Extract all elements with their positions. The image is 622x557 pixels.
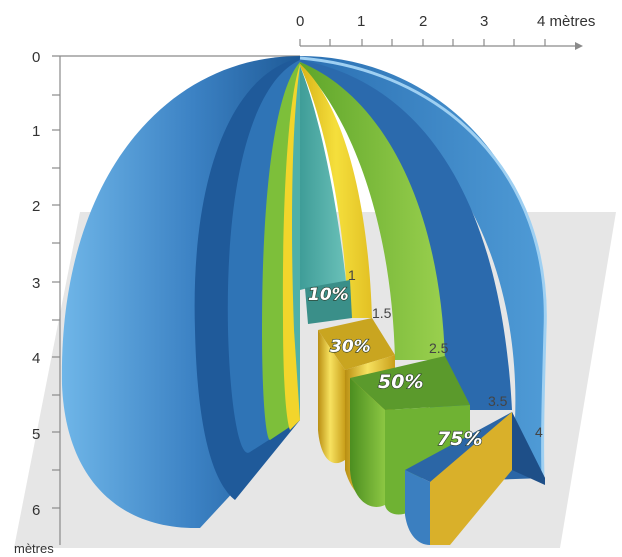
step-10pct-top (305, 280, 352, 324)
percent-label: 75% (437, 428, 482, 450)
step-50pct-top (350, 356, 470, 410)
x-tick-label: 0 (296, 13, 304, 30)
green-band-right (300, 62, 445, 360)
blue-front (430, 412, 512, 545)
step-30pct-front (318, 330, 345, 464)
yellow-band-right (300, 64, 372, 318)
x-tick-label: 1 (357, 13, 365, 30)
x-axis (299, 39, 583, 50)
x-tick-label: 4 mètres (537, 13, 595, 30)
blue-band-right (300, 60, 512, 410)
blue-column (405, 470, 430, 545)
y-tick-label: 0 (32, 49, 40, 66)
y-axis-unit: mètres (14, 541, 54, 556)
y-tick-label: 3 (32, 275, 40, 292)
depth-marker: 1.5 (372, 305, 392, 321)
depth-marker: 4 (535, 424, 543, 440)
x-tick-label: 2 (419, 13, 427, 30)
y-tick-label: 5 (32, 426, 40, 443)
teal-core (300, 66, 348, 318)
depth-marker: 3.5 (488, 393, 508, 409)
y-tick-label: 6 (32, 502, 40, 519)
shell-edge-right (299, 56, 547, 479)
outer-shell-right (300, 56, 546, 478)
percent-label: 50% (378, 371, 423, 393)
y-axis (52, 55, 300, 545)
depth-marker: 2.5 (429, 340, 449, 356)
y-tick-label: 2 (32, 198, 40, 215)
step-30pct-top (318, 318, 395, 370)
y-tick-label: 1 (32, 123, 40, 140)
percent-label: 30% (330, 337, 371, 357)
green-column (350, 378, 385, 507)
teal-core-left (292, 66, 300, 420)
y-tick-label: 4 (32, 350, 40, 367)
x-tick-label: 3 (480, 13, 488, 30)
depth-marker: 1 (348, 267, 356, 283)
blue-front-right (512, 412, 545, 485)
percent-label: 10% (308, 285, 349, 305)
